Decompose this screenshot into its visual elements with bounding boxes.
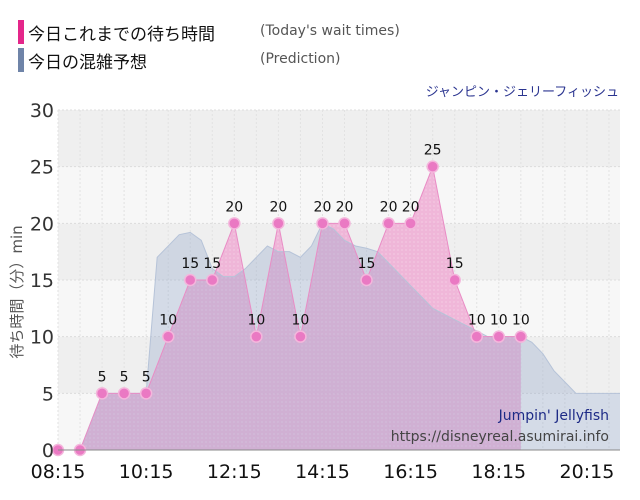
data-point: [382, 217, 395, 230]
data-point: [139, 387, 153, 400]
x-tick-label: 16:15: [383, 461, 438, 483]
legend-item-prediction: 今日の混雑予想 (Prediction): [18, 48, 438, 73]
y-tick-label: 15: [30, 270, 54, 292]
y-tick-label: 20: [30, 213, 54, 235]
x-tick-label: 10:15: [119, 461, 174, 483]
plot-band: [58, 166, 620, 224]
data-label: 15: [358, 256, 376, 272]
x-tick-label: 12:15: [207, 461, 262, 483]
data-label: 10: [468, 313, 486, 329]
data-label: 15: [203, 256, 221, 272]
data-label: 20: [380, 199, 398, 215]
y-tick-label: 5: [42, 383, 54, 405]
data-label: 5: [98, 369, 107, 385]
data-point: [448, 273, 461, 287]
y-tick-label: 25: [30, 157, 54, 179]
y-tick-label: 10: [30, 327, 54, 349]
data-label: 20: [402, 199, 420, 215]
data-point: [272, 217, 285, 230]
legend-label-actual: 今日これまでの待ち時間: [28, 25, 215, 45]
x-tick-label: 14:15: [295, 461, 350, 483]
data-label: 10: [490, 313, 508, 329]
x-tick-label: 20:15: [560, 461, 615, 483]
data-point: [95, 387, 109, 400]
annotation-ride-name: Jumpin' Jellyfish: [498, 408, 609, 424]
actual-area: [58, 166, 521, 450]
data-point: [492, 330, 506, 343]
data-point: [294, 330, 307, 343]
data-point: [228, 217, 241, 230]
data-label: 15: [181, 256, 199, 272]
annotation-site-url: https://disneyreal.asumirai.info: [391, 429, 609, 445]
data-point: [206, 273, 219, 287]
legend-sub-prediction: (Prediction): [260, 51, 341, 67]
data-label: 20: [336, 199, 354, 215]
legend-sub-actual: (Today's wait times): [260, 23, 400, 39]
data-point: [161, 330, 175, 343]
x-tick-label: 18:15: [471, 461, 526, 483]
data-point: [183, 273, 197, 287]
data-label: 20: [269, 199, 287, 215]
data-label: 20: [225, 199, 243, 215]
y-tick-label: 30: [30, 100, 54, 122]
x-tick-label: 08:15: [31, 461, 86, 483]
legend-swatch-prediction: [18, 48, 24, 72]
data-point: [250, 330, 263, 343]
data-point: [117, 387, 131, 400]
data-point: [360, 273, 373, 287]
legend-item-actual: 今日これまでの待ち時間 (Today's wait times): [18, 20, 438, 45]
y-tick-label: 0: [42, 440, 54, 462]
data-point: [426, 160, 439, 173]
data-label: 10: [247, 313, 265, 329]
data-label: 25: [424, 143, 442, 159]
prediction-line: [58, 222, 620, 451]
legend-swatch-actual: [18, 20, 24, 44]
data-label: 10: [159, 313, 177, 329]
data-label: 20: [314, 199, 332, 215]
data-label: 10: [512, 313, 530, 329]
actual-line: [58, 164, 521, 451]
y-axis-label: 待ち時間（分）min: [8, 225, 26, 358]
data-point: [470, 330, 483, 343]
data-label: 15: [446, 256, 464, 272]
data-label: 5: [120, 369, 129, 385]
plot-band: [58, 110, 620, 167]
data-point: [338, 217, 351, 230]
data-point: [404, 217, 417, 230]
chart-title: ジャンピン・ジェリーフィッシュ: [426, 85, 619, 100]
legend-label-prediction: 今日の混雑予想: [28, 53, 147, 73]
data-point: [316, 217, 329, 230]
data-point: [514, 330, 528, 343]
data-label: 10: [292, 313, 310, 329]
data-label: 5: [142, 369, 151, 385]
